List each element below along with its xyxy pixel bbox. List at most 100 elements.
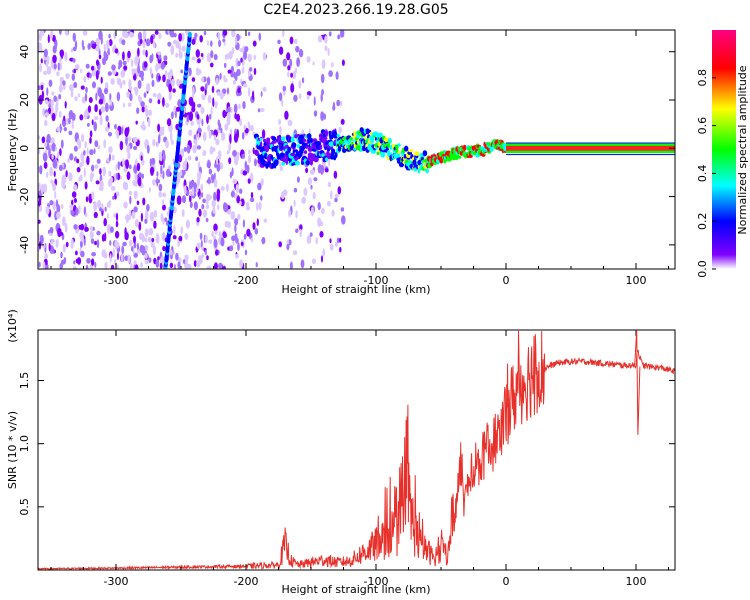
noise-dot <box>278 118 282 125</box>
x-tick-label: 0 <box>503 575 510 588</box>
noise-dot <box>204 249 207 256</box>
noise-dot <box>83 150 86 156</box>
noise-dot <box>218 150 222 160</box>
noise-dot <box>205 204 210 210</box>
noise-dot <box>59 56 62 63</box>
noise-dot <box>242 101 246 110</box>
noise-dot <box>209 147 214 155</box>
noise-dot <box>117 161 120 171</box>
noise-dot <box>85 212 88 218</box>
noise-dot <box>95 180 100 185</box>
noise-dot <box>213 172 216 180</box>
noise-dot <box>152 179 156 186</box>
noise-dot <box>60 252 63 258</box>
noise-dot <box>198 195 201 200</box>
noise-dot <box>91 65 95 71</box>
noise-dot <box>49 226 54 234</box>
noise-dot <box>221 132 226 141</box>
noise-dot <box>189 194 192 203</box>
noise-dot <box>327 181 332 188</box>
noise-dot <box>144 218 148 224</box>
signal-point <box>337 145 342 152</box>
noise-dot <box>140 124 145 129</box>
noise-dot <box>99 168 102 175</box>
noise-dot <box>222 30 228 36</box>
noise-dot <box>96 158 101 164</box>
snr-spike <box>634 330 641 435</box>
noise-dot <box>132 249 135 255</box>
noise-dot <box>294 67 298 74</box>
noise-dot <box>89 225 94 231</box>
noise-dot <box>214 230 218 235</box>
noise-dot <box>85 63 90 69</box>
noise-dot <box>38 85 41 90</box>
noise-dot <box>47 107 52 115</box>
noise-dot <box>210 174 215 181</box>
noise-dot <box>260 178 264 186</box>
signal-point <box>263 152 268 160</box>
noise-dot <box>91 164 95 172</box>
noise-dot <box>258 201 262 211</box>
noise-dot <box>234 253 239 259</box>
noise-dot <box>102 166 106 177</box>
noise-dot <box>216 162 221 172</box>
noise-dot <box>91 191 95 200</box>
noise-dot <box>127 136 132 142</box>
noise-dot <box>201 204 205 210</box>
noise-dot <box>195 67 200 76</box>
signal-point <box>271 136 277 141</box>
noise-dot <box>246 164 250 174</box>
carrier-band-edge-bottom <box>506 154 675 156</box>
noise-dot <box>106 213 109 220</box>
noise-dot <box>193 134 197 141</box>
noise-dot <box>256 202 259 212</box>
noise-dot <box>213 191 217 202</box>
carrier-band-core <box>506 145 675 151</box>
noise-dot <box>156 176 159 187</box>
noise-dot <box>307 177 312 186</box>
signal-point <box>298 153 302 159</box>
noise-dot <box>145 38 151 47</box>
noise-dot <box>60 139 64 149</box>
noise-dot <box>64 222 68 233</box>
noise-dot <box>175 252 179 261</box>
noise-dot <box>200 106 205 114</box>
noise-dot <box>55 239 59 249</box>
noise-dot <box>125 159 129 170</box>
noise-dot <box>49 166 53 177</box>
signal-point <box>321 153 325 158</box>
signal-point <box>256 144 262 148</box>
noise-dot <box>247 31 251 36</box>
noise-dot <box>286 243 290 251</box>
noise-dot <box>312 61 315 66</box>
signal-point <box>353 131 357 137</box>
noise-dot <box>191 186 195 197</box>
noise-dot <box>293 38 298 45</box>
noise-dot <box>239 48 244 53</box>
noise-dot <box>50 249 55 254</box>
signal-point <box>322 133 326 138</box>
noise-dot <box>144 228 149 238</box>
noise-dot <box>162 97 165 107</box>
noise-dot <box>231 235 236 242</box>
signal-point <box>259 137 263 142</box>
noise-dot <box>146 83 151 92</box>
noise-dot <box>155 259 160 268</box>
signal-point <box>403 153 407 159</box>
noise-dot <box>124 127 129 138</box>
noise-dot <box>292 70 297 80</box>
noise-dot <box>39 204 43 212</box>
noise-dot <box>170 139 174 146</box>
noise-dot <box>159 262 163 269</box>
noise-dot <box>231 47 235 55</box>
noise-dot <box>98 30 103 40</box>
noise-dot <box>133 252 138 258</box>
noise-dot <box>81 40 84 48</box>
noise-dot <box>329 243 334 251</box>
noise-dot <box>247 121 250 128</box>
noise-dot <box>247 53 252 63</box>
noise-dot <box>237 242 240 251</box>
noise-dot <box>298 49 304 58</box>
noise-dot <box>73 260 76 265</box>
noise-dot <box>125 135 128 146</box>
